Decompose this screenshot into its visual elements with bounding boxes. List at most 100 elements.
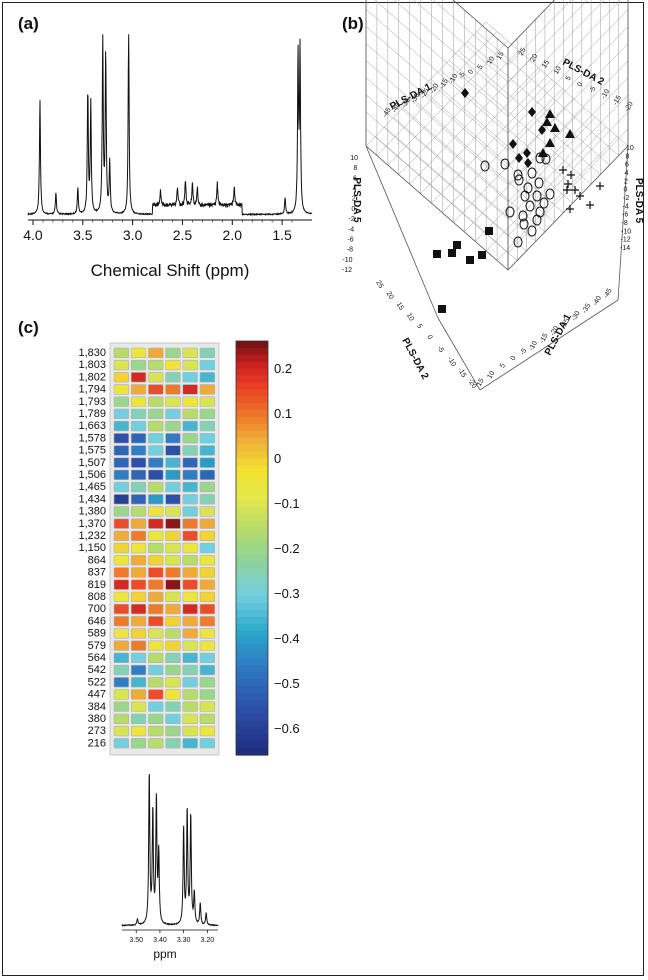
tick-label-pls2-front: 25: [374, 280, 384, 290]
heatmap-cell: [165, 384, 181, 395]
colorbar-tick-label: 0.2: [274, 361, 292, 376]
heatmap-cell: [199, 518, 215, 529]
x-axis-label: Chemical Shift (ppm): [91, 261, 250, 280]
heatmap-cell: [165, 359, 181, 371]
circle-point: [539, 197, 549, 209]
grid-line: [430, 79, 573, 204]
loadings-heatmap-chart: 1,8301,8031,8021,7941,7931,7891,6631,578…: [78, 340, 300, 756]
heatmap-row-label: 564: [88, 652, 106, 664]
heatmap-row-label: 1,802: [78, 371, 106, 383]
colorbar-tick-label: 0: [274, 451, 281, 466]
heatmap-cell: [148, 518, 164, 529]
circle-point: [514, 174, 524, 186]
heatmap-row-label: 1,830: [78, 347, 106, 359]
grid-line: [365, 111, 509, 237]
grid-line: [485, 126, 607, 252]
circle-point: [500, 158, 510, 170]
tick-label-pls2-front: 0: [425, 334, 433, 341]
heatmap-cell: [148, 408, 164, 419]
heatmap-row-label: 700: [88, 603, 106, 615]
heatmap-cell: [199, 457, 215, 468]
heatmap-cell: [199, 640, 215, 651]
heatmap-cell: [113, 567, 129, 578]
colorbar-segment: [236, 548, 268, 556]
heatmap-cell: [165, 701, 181, 712]
x-tick-label: 4.0: [23, 227, 43, 243]
heatmap-cell: [182, 457, 198, 468]
cross-point: [567, 171, 575, 179]
colorbar-segment: [236, 341, 268, 349]
heatmap-cell: [182, 701, 198, 712]
tick-label-pls1-back: -35: [401, 97, 412, 109]
heatmap-cell: [113, 384, 129, 395]
tick-label-pls5-right: -4: [623, 203, 629, 210]
colorbar-tick-label: 0.1: [274, 406, 292, 421]
tick-label-pls1-front: 0: [510, 355, 518, 362]
square-point: [485, 227, 493, 235]
tick-label-pls1-back: 15: [496, 51, 506, 61]
circle-point: [532, 190, 542, 202]
grid-line: [467, 40, 610, 166]
tick-label-pls1-front: -15: [539, 332, 550, 344]
colorbar-segment: [236, 389, 268, 397]
circle-point: [518, 210, 528, 222]
heatmap-cell: [165, 494, 181, 505]
heatmap-cell: [113, 372, 129, 383]
colorbar-segment: [236, 513, 268, 521]
heatmap-cell: [130, 408, 147, 419]
heatmap-cell: [130, 603, 147, 615]
x-tick-label: 3.5: [73, 227, 93, 243]
heatmap-cell: [199, 591, 215, 602]
grid-line: [439, 69, 583, 194]
heatmap-cell: [113, 640, 129, 651]
heatmap-cell: [113, 701, 129, 712]
tick-label-pls5-right: -6: [622, 212, 628, 219]
tick-label-pls1-back: -40: [391, 102, 402, 114]
heatmap-cell: [113, 689, 129, 700]
colorbar-segment: [236, 347, 268, 356]
heatmap-cell: [199, 567, 215, 578]
square-point: [466, 256, 474, 264]
colorbar-segment: [236, 382, 268, 390]
tick-label-pls5-left: -8: [347, 247, 353, 254]
grid-line: [375, 136, 518, 261]
tick-label-pls5-right: -14: [620, 245, 630, 252]
heatmap-cell: [199, 555, 215, 566]
grid-line: [507, 26, 629, 151]
grid-line: [365, 43, 509, 168]
colorbar-segment: [236, 527, 268, 535]
heatmap-cell: [182, 689, 198, 700]
heatmap-cell: [182, 481, 198, 493]
circle-point: [520, 190, 530, 202]
grid-line: [507, 0, 555, 49]
square-point: [453, 241, 461, 249]
heatmap-cell: [165, 628, 181, 639]
heatmap-cell: [165, 372, 181, 383]
heatmap-cell: [165, 396, 181, 407]
heatmap-cell: [113, 494, 129, 505]
heatmap-cell: [165, 567, 181, 578]
heatmap-cell: [113, 420, 129, 432]
tick-label-pls1-back: 10: [486, 55, 496, 65]
grid-line: [431, 79, 552, 204]
tick-label-pls2-front: 20: [384, 290, 394, 300]
colorbar-frame: [235, 340, 269, 756]
tick-label-pls2-back: 0: [577, 81, 585, 88]
colorbar-segment: [236, 568, 268, 577]
tick-label-pls5-right: -2: [623, 195, 629, 202]
heatmap-cell: [130, 396, 147, 407]
heatmap-cell: [165, 579, 181, 590]
heatmap-cell: [130, 567, 147, 578]
triangle-point: [545, 138, 555, 147]
colorbar-segment: [236, 437, 268, 446]
spectrum-line: [27, 34, 313, 217]
grid-line: [475, 117, 596, 242]
grid-line: [402, 107, 546, 233]
colorbar-segment: [236, 561, 268, 570]
heatmap-row-label: 1,507: [78, 457, 106, 469]
heatmap-cell: [182, 506, 198, 517]
grid-line: [398, 50, 519, 175]
heatmap-cell: [182, 738, 198, 749]
colorbar-segment: [236, 499, 268, 508]
colorbar-segment: [236, 679, 268, 687]
